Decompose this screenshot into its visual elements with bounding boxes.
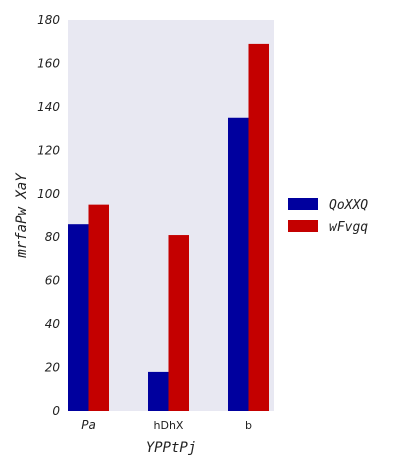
y-tick-label: 180 <box>37 13 60 27</box>
x-tick-label: hDhX <box>154 419 184 432</box>
legend-label: wFvgq <box>329 220 368 235</box>
y-tick-label: 140 <box>37 100 60 114</box>
y-tick-label: 100 <box>37 187 60 201</box>
y-axis-ticks: 0 20 40 60 80 100 120 140 160 180 <box>37 13 60 418</box>
bar-wFvgq-hDhX <box>168 235 189 411</box>
y-tick-label: 60 <box>45 274 61 288</box>
y-tick-label: 40 <box>45 317 61 331</box>
y-tick-label: 120 <box>37 143 60 157</box>
x-tick-label: b <box>245 419 252 432</box>
legend: QoXXQ wFvgq <box>288 198 368 235</box>
x-axis-ticks: Pa hDhX b <box>81 418 252 432</box>
y-tick-label: 20 <box>45 361 61 375</box>
x-tick-label: Pa <box>81 418 96 432</box>
y-tick-label: 80 <box>45 230 61 244</box>
legend-swatch <box>288 220 318 232</box>
y-axis-label: mrfaPw XaY <box>14 172 30 259</box>
bar-wFvgq-b <box>248 43 269 412</box>
y-tick-label: 0 <box>52 404 60 418</box>
legend-label: QoXXQ <box>329 198 368 213</box>
x-axis-label: YPPtPj <box>146 440 197 456</box>
bar-QoXXQ-b <box>228 117 249 411</box>
y-tick-label: 160 <box>37 56 60 70</box>
bar-wFvgq-Pa <box>88 204 109 411</box>
bars-group <box>68 43 269 412</box>
legend-swatch <box>288 198 318 210</box>
bar-QoXXQ-Pa <box>68 224 89 411</box>
bar-QoXXQ-hDhX <box>148 371 169 411</box>
